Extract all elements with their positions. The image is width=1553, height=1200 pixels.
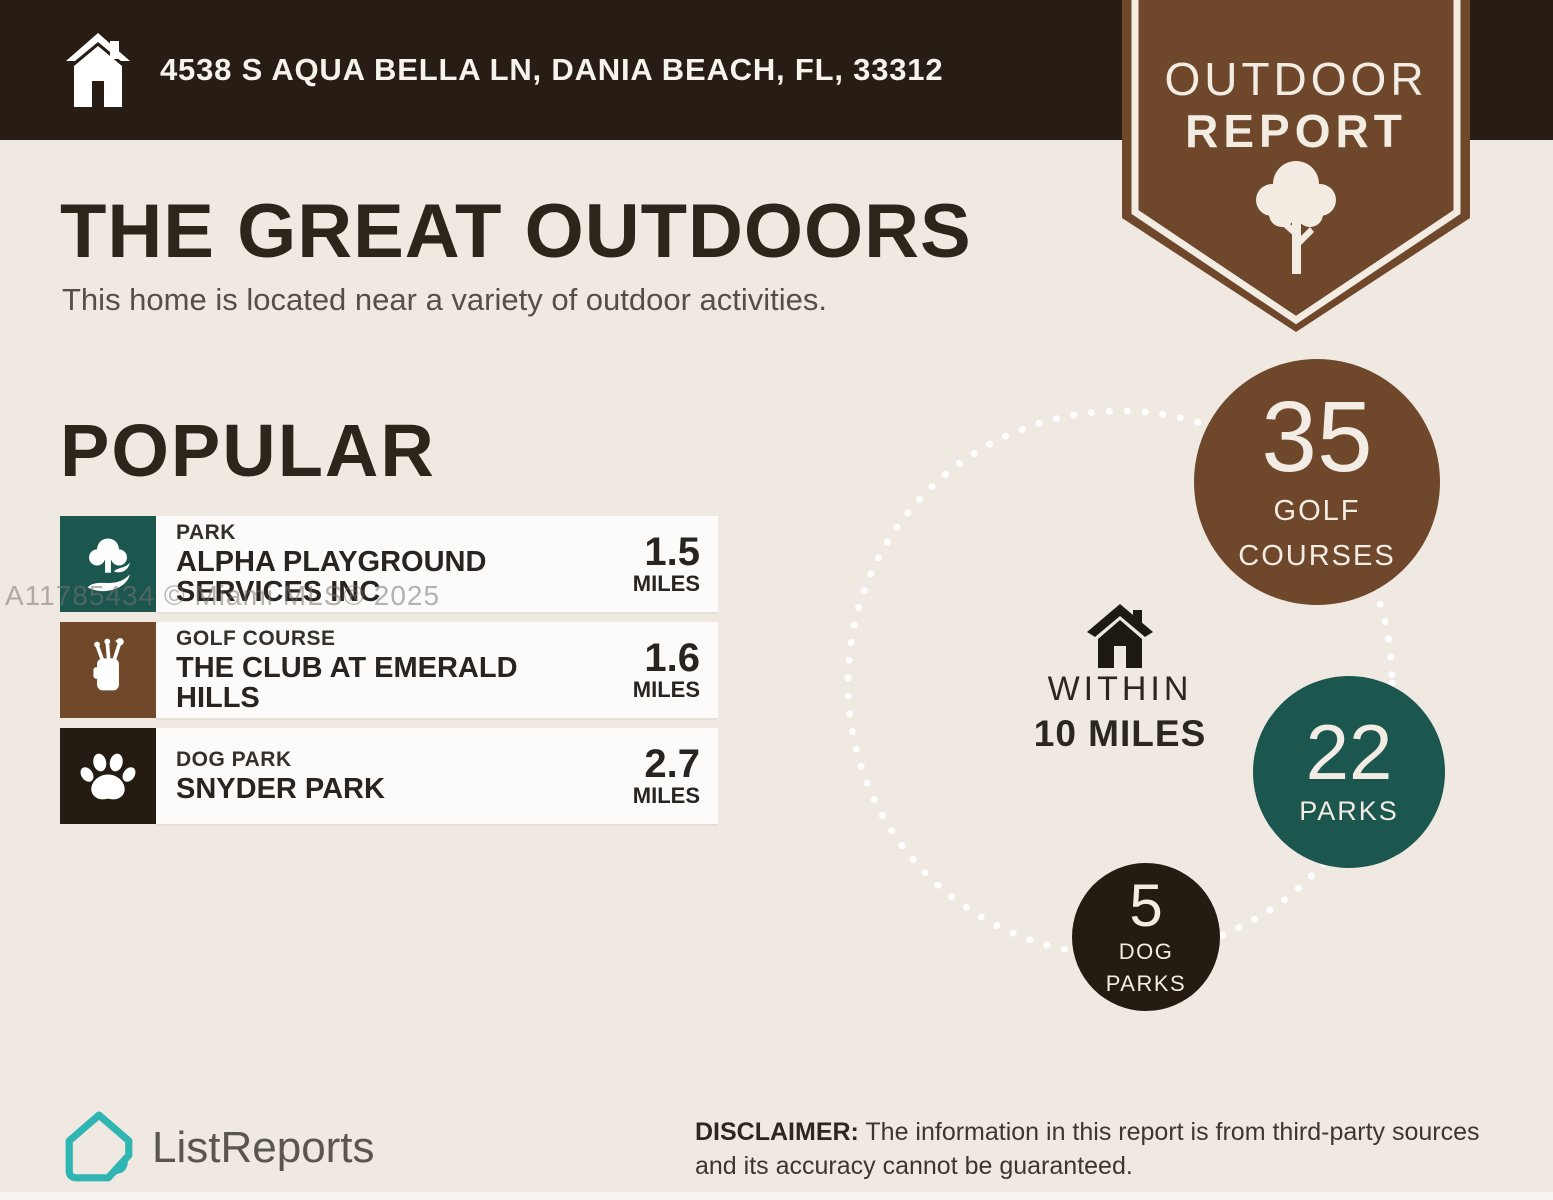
park-card: PARK ALPHA PLAYGROUND SERVICES INC 1.5 M…	[156, 516, 718, 612]
distance-value: 1.6	[644, 635, 700, 680]
stat-label-line1: DOG	[1118, 939, 1174, 964]
stat-value: 22	[1305, 708, 1393, 797]
stat-label-line2: COURSES	[1238, 539, 1396, 572]
stat-value: 35	[1261, 381, 1373, 494]
stat-label-line2: PARKS	[1105, 970, 1187, 996]
category-label: PARK	[176, 520, 236, 544]
distance-value: 1.5	[644, 529, 700, 574]
golf-bag-icon	[60, 622, 156, 718]
distance-unit: MILES	[632, 676, 700, 702]
stat-value: 5	[1129, 872, 1163, 939]
within-line1: WITHIN	[1047, 670, 1193, 708]
distance-value: 2.7	[644, 741, 700, 786]
stat-label-line1: GOLF	[1273, 495, 1361, 528]
popular-heading: POPULAR	[60, 409, 436, 492]
park-tree-icon	[60, 516, 156, 612]
within-radius-label: WITHIN 10 MILES	[1000, 670, 1240, 755]
outdoor-report-badge: OUTDOOR REPORT	[1122, 0, 1470, 334]
listreports-logo: ListReports	[62, 1110, 375, 1186]
badge-title-line1: OUTDOOR	[1164, 53, 1428, 105]
disclaimer-body: The information in this report is from t…	[695, 1118, 1480, 1180]
stat-golf-courses: 35 GOLF COURSES	[1194, 359, 1440, 605]
house-icon	[1087, 604, 1153, 668]
bottom-strip	[0, 1192, 1553, 1200]
paw-icon	[60, 728, 156, 824]
stat-dog-parks: 5 DOG PARKS	[1072, 863, 1220, 1011]
place-name: SNYDER PARK	[176, 772, 385, 805]
place-name: THE CLUB AT EMERALD HILLS	[176, 651, 518, 714]
ribbon-shape	[1122, 0, 1470, 332]
category-label: DOG PARK	[176, 747, 292, 771]
popular-list: PARK ALPHA PLAYGROUND SERVICES INC 1.5 M…	[60, 516, 718, 834]
disclaimer-label: DISCLAIMER:	[695, 1118, 859, 1146]
place-name: ALPHA PLAYGROUND SERVICES INC	[176, 545, 487, 608]
mls-watermark: A11785434 © Miami MLS® 2025	[5, 580, 441, 611]
distance-unit: MILES	[632, 570, 700, 596]
page-title: THE GREAT OUTDOORS	[60, 189, 972, 274]
badge-title-line2: REPORT	[1185, 105, 1407, 157]
disclaimer-text: DISCLAIMER: The information in this repo…	[695, 1116, 1515, 1184]
listreports-house-icon	[65, 1111, 133, 1182]
list-item-park: PARK ALPHA PLAYGROUND SERVICES INC 1.5 M…	[60, 516, 718, 612]
dogpark-card: DOG PARK SNYDER PARK 2.7 MILES	[156, 728, 718, 824]
category-label: GOLF COURSE	[176, 626, 336, 650]
list-item-dogpark: DOG PARK SNYDER PARK 2.7 MILES	[60, 728, 718, 824]
home-icon	[66, 33, 130, 107]
stat-label-line1: PARKS	[1299, 796, 1399, 827]
distance-unit: MILES	[632, 782, 700, 808]
golf-card: GOLF COURSE THE CLUB AT EMERALD HILLS 1.…	[156, 622, 718, 718]
page-subtitle: This home is located near a variety of o…	[62, 282, 828, 317]
stat-parks: 22 PARKS	[1253, 676, 1445, 868]
property-address: 4538 S AQUA BELLA LN, DANIA BEACH, FL, 3…	[160, 52, 944, 87]
tree-icon	[1256, 161, 1336, 274]
within-line2: 10 MILES	[1033, 713, 1207, 754]
brand-name: ListReports	[152, 1123, 375, 1172]
list-item-golf: GOLF COURSE THE CLUB AT EMERALD HILLS 1.…	[60, 622, 718, 718]
